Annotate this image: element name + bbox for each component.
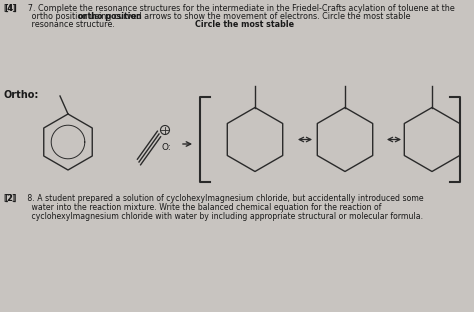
Text: resonance structure.: resonance structure. <box>4 20 115 29</box>
Text: O:: O: <box>162 144 172 153</box>
Text: [4]     7. Complete the resonance structures for the intermediate in the Friedel: [4] 7. Complete the resonance structures… <box>4 4 455 13</box>
Text: cyclohexylmagnesium chloride with water by including appropriate structural or m: cyclohexylmagnesium chloride with water … <box>4 212 423 221</box>
Text: ortho position: ortho position <box>78 12 142 21</box>
Text: Ortho:: Ortho: <box>4 90 39 100</box>
Text: [2]     8. A student prepared a solution of cyclohexylmagnesium chloride, but ac: [2] 8. A student prepared a solution of … <box>4 194 424 203</box>
Text: ortho position using curved arrows to show the movement of electrons. Circle the: ortho position using curved arrows to sh… <box>4 12 410 21</box>
Text: water into the reaction mixture. Write the balanced chemical equation for the re: water into the reaction mixture. Write t… <box>4 203 382 212</box>
Text: [2]: [2] <box>4 194 17 203</box>
Text: [4]: [4] <box>4 4 17 13</box>
Text: Circle the most stable: Circle the most stable <box>195 20 294 29</box>
